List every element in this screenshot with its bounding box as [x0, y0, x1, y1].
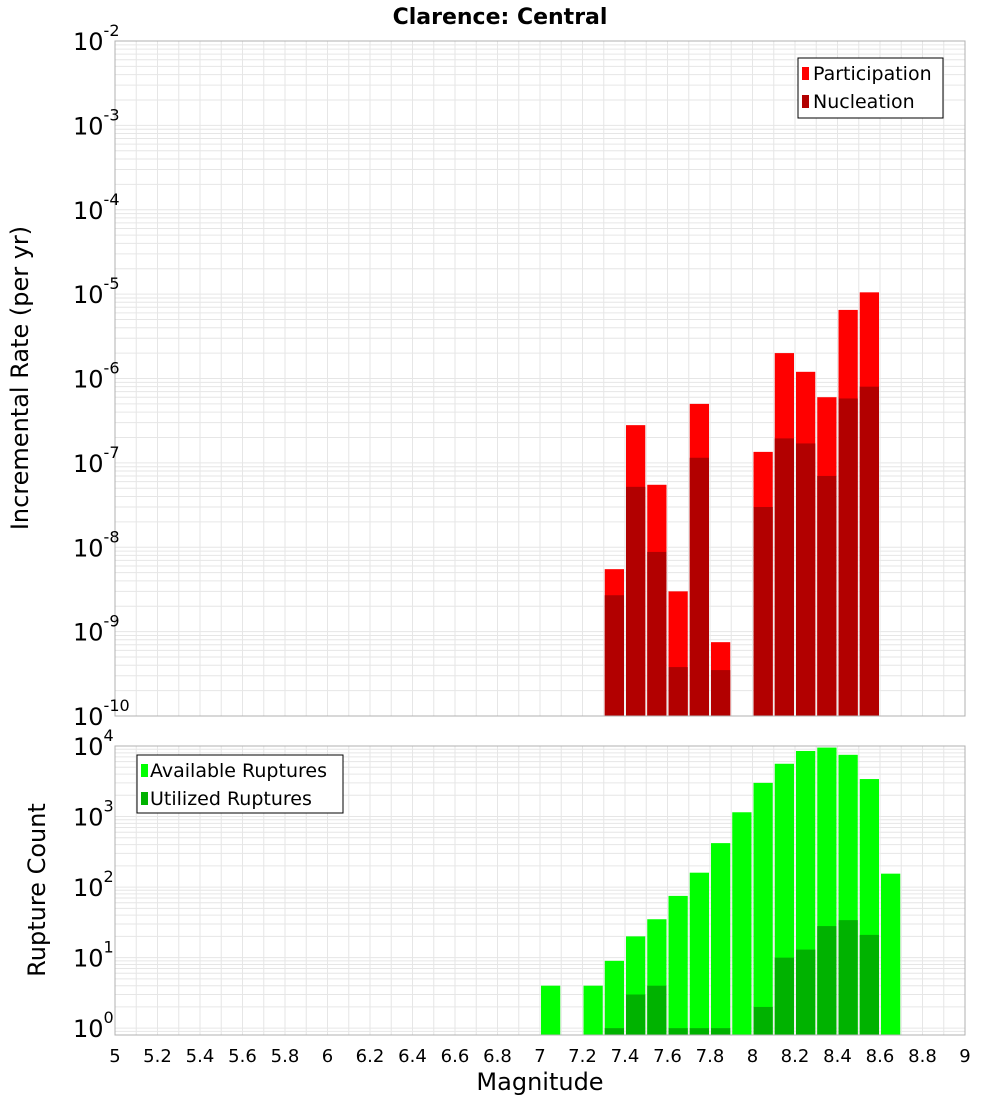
- nucleation-bar: [647, 551, 667, 716]
- utilized-ruptures-bar: [774, 957, 794, 1035]
- bottom-legend-box: [136, 754, 344, 814]
- utilized-ruptures-legend-swatch: [141, 792, 148, 805]
- nucleation-bar: [668, 667, 688, 716]
- bottom-plot-frame: [114, 745, 966, 1036]
- nucleation-bar: [859, 386, 879, 716]
- bottom-plot-bars: [541, 747, 901, 1035]
- chart-title: Clarence: Central: [393, 5, 608, 30]
- y-tick-label: 102: [73, 867, 114, 902]
- x-tick-label: 5.2: [143, 1046, 172, 1067]
- y-tick-label: 10-8: [73, 527, 120, 562]
- available-ruptures-bar: [668, 895, 688, 1035]
- utilized-ruptures-bar: [626, 994, 646, 1035]
- y-tick-label: 10-2: [73, 21, 120, 56]
- y-tick-label: 10-10: [73, 696, 130, 731]
- x-tick-label: 5.8: [271, 1046, 300, 1067]
- top-y-axis-label: Incremental Rate (per yr): [6, 226, 34, 530]
- available-ruptures-bar: [881, 873, 901, 1035]
- nucleation-bar: [711, 670, 731, 716]
- x-tick-label: 9: [959, 1046, 970, 1067]
- available-ruptures-legend-label: Available Ruptures: [150, 760, 327, 782]
- x-tick-label: 7: [534, 1046, 545, 1067]
- y-tick-label: 10-7: [73, 443, 120, 478]
- y-tick-label: 100: [73, 1008, 114, 1043]
- available-ruptures-bar: [732, 812, 752, 1035]
- bottom-y-tick-labels: 100 101 102 103 104: [73, 726, 114, 1043]
- y-tick-label: 10-4: [73, 190, 120, 225]
- bottom-y-axis-label: Rupture Count: [23, 803, 51, 977]
- nucleation-legend-swatch: [802, 95, 809, 108]
- x-tick-label: 7.8: [696, 1046, 725, 1067]
- y-tick-label: 10-5: [73, 274, 120, 309]
- x-tick-label: 5.6: [228, 1046, 257, 1067]
- y-tick-label: 104: [73, 726, 114, 761]
- bottom-legend: Available Ruptures Utilized Ruptures: [136, 754, 344, 814]
- y-tick-label: 103: [73, 797, 114, 832]
- participation-legend-label: Participation: [813, 63, 932, 85]
- x-tick-label: 6.8: [483, 1046, 512, 1067]
- utilized-ruptures-bar: [817, 926, 837, 1035]
- x-axis-label: Magnitude: [476, 1068, 603, 1096]
- utilized-ruptures-bar: [668, 1028, 688, 1035]
- utilized-ruptures-bar: [604, 1028, 624, 1035]
- x-tick-label: 7.2: [568, 1046, 597, 1067]
- x-tick-label: 5: [109, 1046, 120, 1067]
- nucleation-bar: [838, 398, 858, 716]
- nucleation-bar: [817, 475, 837, 716]
- x-tick-label: 8: [747, 1046, 758, 1067]
- utilized-ruptures-bar: [838, 920, 858, 1035]
- x-tick-labels: 5 5.2 5.4 5.6 5.8 6 6.2 6.4 6.6 6.8 7 7.2 7.4 7.6 7.8 8…: [109, 1046, 970, 1067]
- x-tick-label: 7.4: [611, 1046, 640, 1067]
- top-plot-grid: [114, 40, 966, 717]
- utilized-ruptures-bar: [753, 1006, 773, 1035]
- nucleation-bar: [626, 486, 646, 716]
- x-tick-label: 6.2: [356, 1046, 385, 1067]
- y-tick-label: 10-6: [73, 359, 120, 394]
- top-plot-frame: [114, 40, 966, 717]
- top-legend-box: [797, 57, 944, 119]
- utilized-ruptures-bar: [859, 934, 879, 1035]
- x-tick-label: 6.4: [398, 1046, 427, 1067]
- utilized-ruptures-bar: [647, 985, 667, 1035]
- nucleation-legend-label: Nucleation: [813, 91, 915, 113]
- available-ruptures-bar: [583, 985, 603, 1035]
- x-tick-label: 8.2: [781, 1046, 810, 1067]
- y-tick-label: 10-3: [73, 105, 120, 140]
- x-tick-label: 8.4: [823, 1046, 852, 1067]
- x-tick-label: 6.6: [441, 1046, 470, 1067]
- nucleation-bar: [774, 438, 794, 716]
- top-y-tick-labels: 10-10 10-9 10-8 10-7 10-6 10-5 10-4 10-3 10-2: [73, 21, 130, 731]
- utilized-ruptures-bar: [796, 949, 816, 1035]
- nucleation-bar: [753, 506, 773, 716]
- x-tick-label: 5.4: [186, 1046, 215, 1067]
- utilized-ruptures-legend-label: Utilized Ruptures: [150, 788, 312, 810]
- available-ruptures-legend-swatch: [141, 764, 148, 777]
- y-tick-label: 10-9: [73, 612, 120, 647]
- nucleation-bar: [604, 595, 624, 716]
- top-plot-bars: [604, 292, 879, 716]
- x-tick-label: 8.6: [866, 1046, 895, 1067]
- nucleation-bar: [689, 457, 709, 716]
- utilized-ruptures-bar: [711, 1028, 731, 1035]
- y-tick-label: 101: [73, 938, 114, 973]
- top-legend: Participation Nucleation: [797, 57, 944, 119]
- available-ruptures-bar: [711, 843, 731, 1035]
- utilized-ruptures-bar: [689, 1028, 709, 1035]
- x-tick-label: 6: [322, 1046, 333, 1067]
- available-ruptures-bar: [604, 960, 624, 1035]
- x-tick-label: 8.8: [908, 1046, 937, 1067]
- x-tick-label: 7.6: [653, 1046, 682, 1067]
- available-ruptures-bar: [753, 782, 773, 1035]
- available-ruptures-bar: [541, 985, 561, 1035]
- participation-legend-swatch: [802, 67, 809, 80]
- nucleation-bar: [796, 443, 816, 716]
- available-ruptures-bar: [689, 872, 709, 1035]
